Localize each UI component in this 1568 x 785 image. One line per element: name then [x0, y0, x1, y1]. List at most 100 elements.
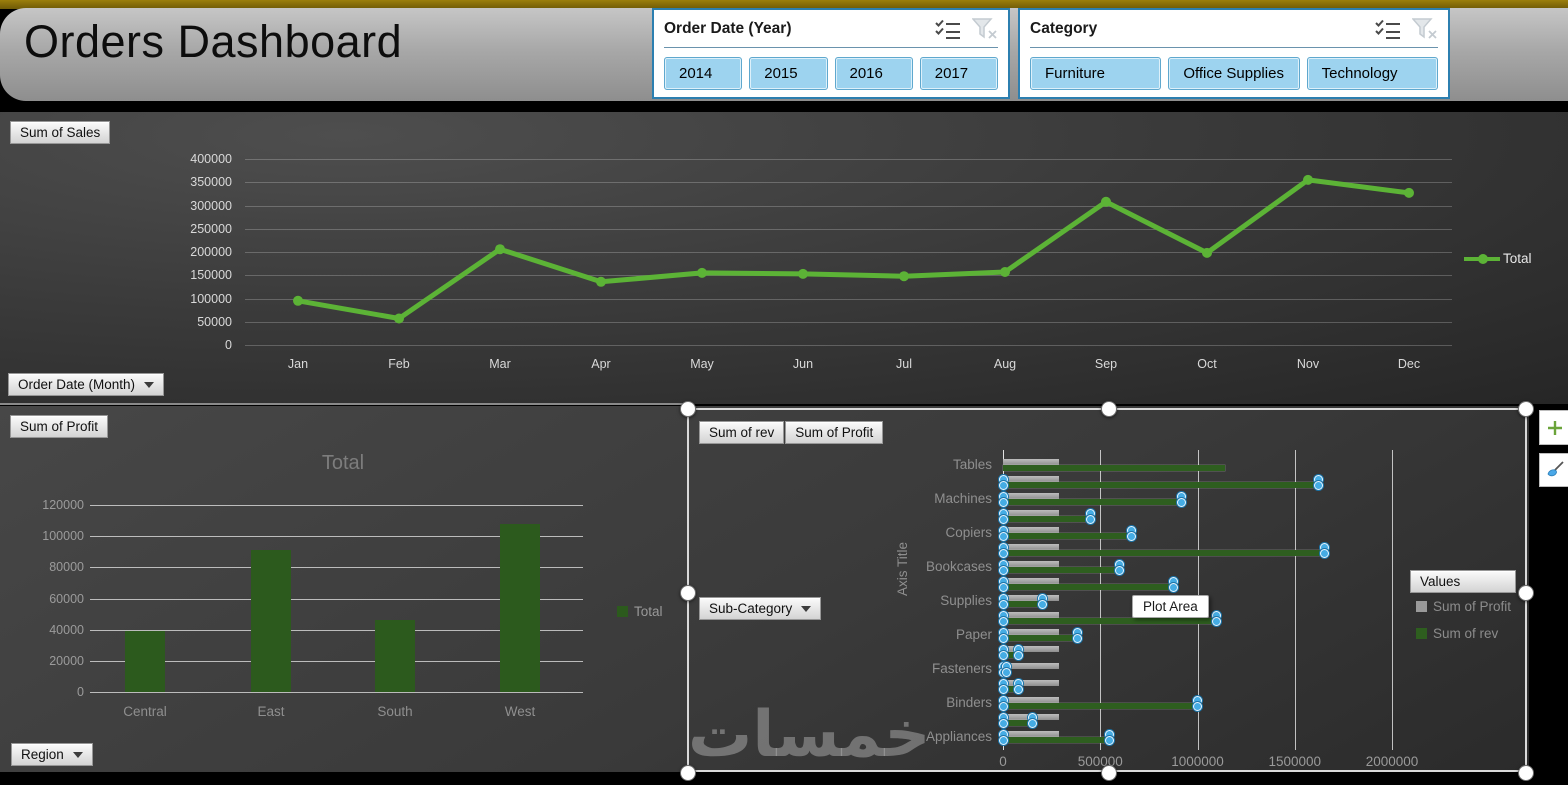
- slicer-item-2016[interactable]: 2016: [834, 57, 913, 90]
- data-point-marker[interactable]: [1105, 735, 1115, 745]
- data-point-marker[interactable]: [998, 548, 1008, 558]
- data-point-marker[interactable]: [1320, 548, 1330, 558]
- data-point-marker[interactable]: [998, 684, 1008, 694]
- sum-of-rev-field-button[interactable]: Sum of rev: [699, 421, 785, 444]
- data-point-marker[interactable]: [1115, 565, 1125, 575]
- region-bar-central[interactable]: [125, 631, 165, 692]
- data-point-marker[interactable]: [998, 599, 1008, 609]
- selection-handle[interactable]: [1101, 765, 1117, 781]
- data-point-marker[interactable]: [1168, 582, 1178, 592]
- data-point-marker[interactable]: [1014, 650, 1024, 660]
- selection-handle[interactable]: [1101, 401, 1117, 417]
- data-point-marker[interactable]: [998, 735, 1008, 745]
- data-point-marker[interactable]: [1027, 718, 1037, 728]
- rev-bar[interactable]: [1003, 465, 1225, 471]
- data-point-marker[interactable]: [1177, 497, 1187, 507]
- region-field-button[interactable]: Region: [11, 743, 93, 766]
- data-point-marker[interactable]: [998, 701, 1008, 711]
- data-point-marker[interactable]: [1002, 667, 1012, 677]
- profit-bar[interactable]: [1003, 646, 1060, 652]
- profit-bar[interactable]: [1003, 510, 1060, 516]
- rev-bar[interactable]: [1003, 567, 1120, 573]
- rev-bar[interactable]: [1003, 618, 1217, 624]
- sales-legend[interactable]: Total: [1461, 251, 1532, 266]
- region-legend[interactable]: Total: [617, 604, 663, 619]
- order-date-month-field-button[interactable]: Order Date (Month): [8, 373, 165, 396]
- multi-select-icon[interactable]: [934, 18, 962, 40]
- data-point-marker[interactable]: [1126, 531, 1136, 541]
- rev-bar[interactable]: [1003, 635, 1078, 641]
- profit-bar[interactable]: [1003, 595, 1060, 601]
- selection-handle[interactable]: [680, 765, 696, 781]
- data-point-marker[interactable]: [1193, 701, 1202, 711]
- slicer-item-office-supplies[interactable]: Office Supplies: [1168, 57, 1300, 90]
- selection-handle[interactable]: [680, 585, 696, 601]
- sum-of-profit-field-button[interactable]: Sum of Profit: [10, 415, 109, 438]
- selection-handle[interactable]: [1518, 585, 1534, 601]
- clear-filter-icon[interactable]: [1412, 18, 1438, 40]
- rev-bar[interactable]: [1003, 601, 1043, 607]
- profit-bar[interactable]: [1003, 629, 1060, 635]
- data-point-marker[interactable]: [1014, 684, 1024, 694]
- data-point-marker[interactable]: [998, 633, 1008, 643]
- profit-bar[interactable]: [1003, 663, 1060, 669]
- values-field-button[interactable]: Values: [1410, 570, 1516, 593]
- data-point-marker[interactable]: [998, 514, 1008, 524]
- data-point-marker[interactable]: [1038, 599, 1048, 609]
- region-bar-south[interactable]: [375, 620, 415, 692]
- sum-of-sales-field-button[interactable]: Sum of Sales: [10, 121, 111, 144]
- profit-bar[interactable]: [1003, 459, 1060, 465]
- data-point-marker[interactable]: [998, 650, 1008, 660]
- data-point-marker[interactable]: [998, 531, 1008, 541]
- region-bar-west[interactable]: [500, 523, 540, 692]
- rev-bar[interactable]: [1003, 652, 1019, 658]
- slicer-item-2015[interactable]: 2015: [749, 57, 828, 90]
- data-point-marker[interactable]: [1086, 514, 1096, 524]
- selection-handle[interactable]: [1518, 765, 1534, 781]
- data-point-marker[interactable]: [998, 480, 1008, 490]
- profit-bar[interactable]: [1003, 731, 1060, 737]
- chart-elements-button[interactable]: [1539, 410, 1568, 445]
- rev-bar[interactable]: [1003, 737, 1110, 743]
- profit-bar[interactable]: [1003, 493, 1060, 499]
- profit-bar[interactable]: [1003, 612, 1060, 618]
- slicer-item-technology[interactable]: Technology: [1306, 57, 1438, 90]
- values-legend-rev[interactable]: Sum of rev: [1416, 626, 1498, 641]
- subcategory-chart-selected[interactable]: Sum of rev Sum of Profit Sub-Category Ax…: [680, 401, 1534, 781]
- profit-bar[interactable]: [1003, 680, 1060, 686]
- data-point-marker[interactable]: [998, 497, 1008, 507]
- data-point-marker[interactable]: [1212, 616, 1222, 626]
- rev-bar[interactable]: [1003, 686, 1019, 692]
- rev-bar[interactable]: [1003, 703, 1198, 709]
- data-point-marker[interactable]: [998, 582, 1008, 592]
- selection-handle[interactable]: [680, 401, 696, 417]
- profit-bar[interactable]: [1003, 527, 1060, 533]
- data-point-marker[interactable]: [998, 718, 1008, 728]
- rev-bar[interactable]: [1003, 499, 1182, 505]
- slicer-item-furniture[interactable]: Furniture: [1030, 57, 1162, 90]
- multi-select-icon[interactable]: [1374, 18, 1402, 40]
- rev-bar[interactable]: [1003, 584, 1174, 590]
- sales-line-series[interactable]: [0, 112, 1568, 404]
- data-point-marker[interactable]: [1073, 633, 1083, 643]
- profit-bar[interactable]: [1003, 544, 1060, 550]
- data-point-marker[interactable]: [998, 616, 1008, 626]
- rev-bar[interactable]: [1003, 516, 1091, 522]
- profit-bar[interactable]: [1003, 697, 1060, 703]
- slicer-item-2014[interactable]: 2014: [664, 57, 743, 90]
- rev-bar[interactable]: [1003, 482, 1319, 488]
- sub-category-field-button[interactable]: Sub-Category: [699, 597, 822, 620]
- rev-bar[interactable]: [1003, 533, 1132, 539]
- profit-bar[interactable]: [1003, 476, 1060, 482]
- rev-bar[interactable]: [1003, 720, 1033, 726]
- clear-filter-icon[interactable]: [972, 18, 998, 40]
- data-point-marker[interactable]: [998, 565, 1008, 575]
- sum-of-profit-field-button[interactable]: Sum of Profit: [785, 421, 884, 444]
- data-point-marker[interactable]: [1313, 480, 1323, 490]
- chart-styles-button[interactable]: [1539, 453, 1568, 487]
- values-legend-profit[interactable]: Sum of Profit: [1416, 599, 1511, 614]
- rev-bar[interactable]: [1003, 550, 1325, 556]
- profit-bar[interactable]: [1003, 578, 1060, 584]
- region-bar-east[interactable]: [251, 550, 291, 692]
- slicer-item-2017[interactable]: 2017: [919, 57, 998, 90]
